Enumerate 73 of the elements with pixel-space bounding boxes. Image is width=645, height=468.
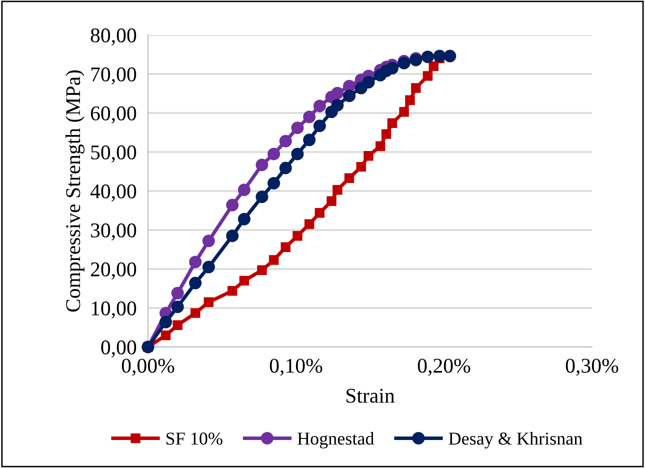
point — [202, 234, 215, 248]
point — [313, 100, 326, 112]
point — [202, 260, 215, 274]
point — [364, 151, 374, 161]
y-tick-label: 70,00 — [91, 67, 136, 84]
point — [226, 230, 239, 242]
point — [303, 134, 316, 146]
point — [344, 173, 354, 183]
point — [444, 50, 456, 62]
legend-label: Desay & Khrisnan — [448, 432, 582, 448]
point — [190, 308, 200, 318]
point — [172, 320, 182, 330]
point — [381, 129, 392, 139]
y-tick-label: 50,00 — [91, 145, 136, 162]
y-tick-label: 30,00 — [91, 223, 136, 240]
point — [292, 230, 302, 241]
x-tick-label: 0,20% — [418, 358, 470, 376]
point — [239, 276, 250, 286]
point — [332, 184, 342, 195]
point — [291, 122, 304, 134]
point — [228, 286, 238, 296]
legend-label: SF 10% — [166, 432, 222, 445]
point — [204, 297, 214, 308]
point — [421, 50, 434, 64]
point — [326, 196, 336, 206]
point — [189, 276, 202, 290]
point — [268, 148, 280, 160]
point — [314, 208, 325, 218]
x-tick-label: 0,00% — [122, 358, 174, 376]
y-tick-label: 80,00 — [90, 28, 136, 46]
point — [226, 198, 239, 212]
point — [331, 86, 344, 100]
point — [399, 106, 409, 117]
point — [238, 212, 250, 226]
point — [160, 330, 171, 340]
y-tick-label: 40,00 — [90, 184, 136, 202]
y-tick-label: 0,00 — [101, 340, 136, 358]
x-axis-title: Strain — [346, 388, 395, 403]
point — [386, 62, 398, 74]
x-tick-label: 0,10% — [270, 358, 322, 376]
point — [268, 176, 280, 190]
point — [343, 90, 356, 102]
y-axis-title: Compressive Strength (MPa) — [66, 70, 84, 312]
point — [268, 255, 279, 265]
point — [433, 50, 446, 62]
point — [313, 120, 326, 132]
point — [189, 256, 202, 268]
point — [411, 83, 421, 93]
point — [256, 158, 268, 172]
legend-label: Hognestad — [298, 432, 374, 448]
y-tick-label: 20,00 — [90, 262, 136, 280]
point — [256, 190, 268, 204]
point — [171, 300, 184, 314]
point — [160, 316, 172, 328]
point — [387, 118, 398, 128]
point — [303, 110, 316, 124]
point — [280, 242, 290, 252]
point — [171, 286, 184, 300]
point — [279, 162, 292, 174]
point — [356, 162, 366, 172]
point — [376, 141, 386, 152]
point — [331, 98, 344, 112]
y-tick-label: 10,00 — [92, 301, 136, 318]
point — [257, 265, 267, 276]
point — [362, 76, 375, 88]
point — [405, 95, 415, 105]
point — [304, 219, 314, 230]
y-tick-label: 60,00 — [90, 106, 136, 124]
point — [279, 134, 292, 148]
point — [291, 148, 304, 160]
x-tick-label: 0,30% — [566, 358, 618, 376]
point — [422, 71, 433, 81]
point — [238, 184, 250, 196]
